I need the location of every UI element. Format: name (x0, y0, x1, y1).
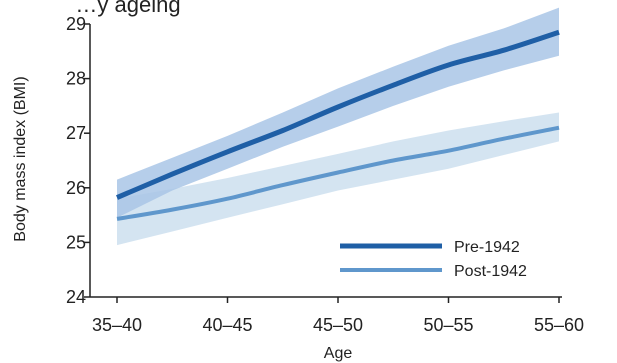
series-line-pre-1942 (116, 29, 560, 200)
x-axis-label: Age (324, 345, 353, 362)
y-tick-label: 27 (66, 123, 86, 143)
y-tick-label: 29 (66, 14, 86, 34)
y-axis-label: Body mass index (BMI) (12, 76, 29, 241)
y-tick-label: 26 (66, 178, 86, 198)
chart-title: …y ageing (75, 0, 180, 17)
y-tick-label: 24 (66, 287, 86, 307)
y-tick-label: 28 (66, 69, 86, 89)
x-tick-label: 50–55 (423, 315, 473, 335)
axes: 24 25 26 27 28 29 35–40 40–45 45–50 50–55 55–60 (66, 14, 584, 335)
confidence-bands (117, 7, 559, 246)
x-tick-label: 35–40 (92, 315, 142, 335)
legend: Pre-1942 Post-1942 (340, 239, 527, 280)
x-tick-label: 45–50 (313, 315, 363, 335)
y-tick-label: 25 (66, 232, 86, 252)
confidence-band-post-1942 (117, 112, 559, 246)
legend-label-post-1942: Post-1942 (454, 263, 527, 280)
confidence-band-pre-1942 (117, 7, 559, 218)
x-tick-label: 40–45 (202, 315, 252, 335)
legend-label-pre-1942: Pre-1942 (454, 239, 520, 256)
x-tick-label: 55–60 (534, 315, 584, 335)
series-lines (116, 29, 560, 221)
series-line-post-1942 (116, 125, 560, 221)
